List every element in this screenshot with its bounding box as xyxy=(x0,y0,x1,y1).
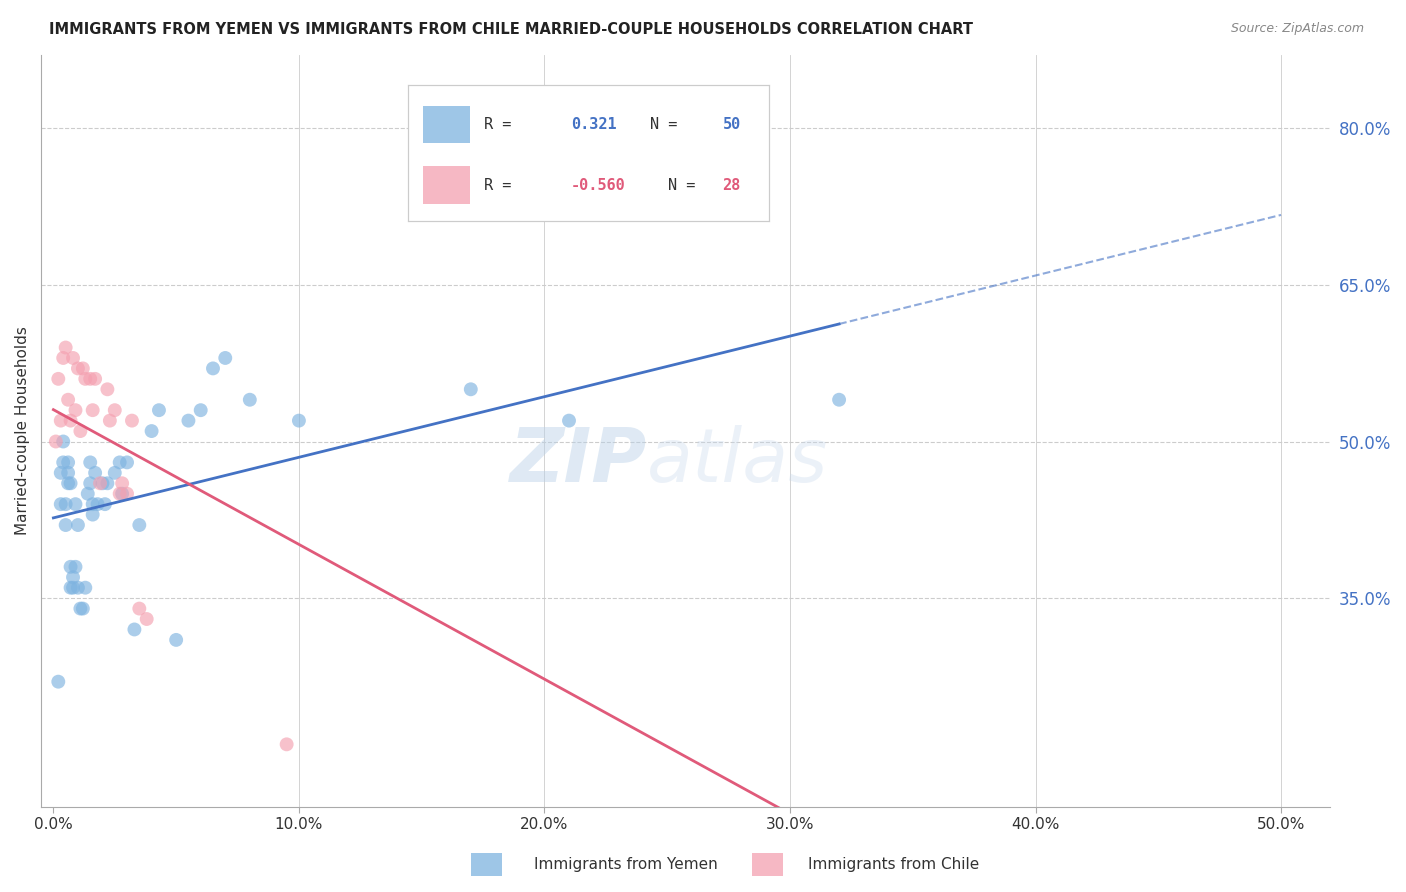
Text: Source: ZipAtlas.com: Source: ZipAtlas.com xyxy=(1230,22,1364,36)
Point xyxy=(276,737,298,751)
Point xyxy=(108,455,131,469)
Point xyxy=(82,508,104,522)
Point xyxy=(75,581,97,595)
Point xyxy=(56,466,79,480)
Point xyxy=(65,403,87,417)
Point xyxy=(165,632,187,647)
Point xyxy=(201,361,224,376)
Text: Immigrants from Chile: Immigrants from Chile xyxy=(808,857,980,872)
Point xyxy=(96,382,118,396)
Point xyxy=(94,497,117,511)
Point xyxy=(62,570,84,584)
Point xyxy=(59,559,82,574)
Point xyxy=(91,476,114,491)
Point xyxy=(115,486,138,500)
Point xyxy=(52,455,75,469)
Point xyxy=(62,581,84,595)
Point xyxy=(59,414,82,428)
Point xyxy=(141,424,163,438)
Point xyxy=(65,559,87,574)
Point xyxy=(288,414,311,428)
Point xyxy=(214,351,236,365)
Point xyxy=(128,518,150,533)
Point xyxy=(72,361,94,376)
Point xyxy=(239,392,262,407)
Point xyxy=(79,372,101,386)
Text: Immigrants from Yemen: Immigrants from Yemen xyxy=(534,857,718,872)
Point xyxy=(56,476,79,491)
Point xyxy=(49,414,72,428)
Point xyxy=(52,351,75,365)
Point xyxy=(76,486,98,500)
Point xyxy=(75,372,97,386)
Point xyxy=(56,392,79,407)
Point xyxy=(148,403,170,417)
Point xyxy=(460,382,482,396)
Point xyxy=(72,601,94,615)
Point xyxy=(45,434,67,449)
Point xyxy=(108,486,131,500)
Point xyxy=(104,466,127,480)
Point xyxy=(135,612,157,626)
Point xyxy=(828,392,851,407)
Point xyxy=(56,455,79,469)
Point xyxy=(89,476,111,491)
Point xyxy=(69,424,91,438)
Point xyxy=(115,455,138,469)
Point xyxy=(96,476,118,491)
Point xyxy=(84,372,107,386)
Point xyxy=(111,486,134,500)
Point xyxy=(55,497,77,511)
Point xyxy=(55,518,77,533)
Point xyxy=(59,476,82,491)
Point xyxy=(82,497,104,511)
Point xyxy=(46,674,69,689)
Point xyxy=(79,455,101,469)
Point xyxy=(79,476,101,491)
Point xyxy=(65,497,87,511)
Point xyxy=(177,414,200,428)
Point xyxy=(190,403,212,417)
Point xyxy=(121,414,143,428)
Point xyxy=(55,341,77,355)
Point xyxy=(52,434,75,449)
Point xyxy=(558,414,581,428)
Point xyxy=(66,518,89,533)
Y-axis label: Married-couple Households: Married-couple Households xyxy=(15,326,30,535)
Point xyxy=(66,581,89,595)
Text: IMMIGRANTS FROM YEMEN VS IMMIGRANTS FROM CHILE MARRIED-COUPLE HOUSEHOLDS CORRELA: IMMIGRANTS FROM YEMEN VS IMMIGRANTS FROM… xyxy=(49,22,973,37)
Point xyxy=(98,414,121,428)
Point xyxy=(111,476,134,491)
Point xyxy=(46,372,69,386)
Point xyxy=(59,581,82,595)
Point xyxy=(128,601,150,615)
Point xyxy=(124,623,146,637)
Point xyxy=(82,403,104,417)
Point xyxy=(104,403,127,417)
Point xyxy=(86,497,108,511)
Text: ZIP: ZIP xyxy=(510,425,647,498)
Text: atlas: atlas xyxy=(647,425,828,497)
Point xyxy=(69,601,91,615)
Point xyxy=(84,466,107,480)
Point xyxy=(66,361,89,376)
Point xyxy=(49,466,72,480)
Point xyxy=(49,497,72,511)
Point xyxy=(62,351,84,365)
